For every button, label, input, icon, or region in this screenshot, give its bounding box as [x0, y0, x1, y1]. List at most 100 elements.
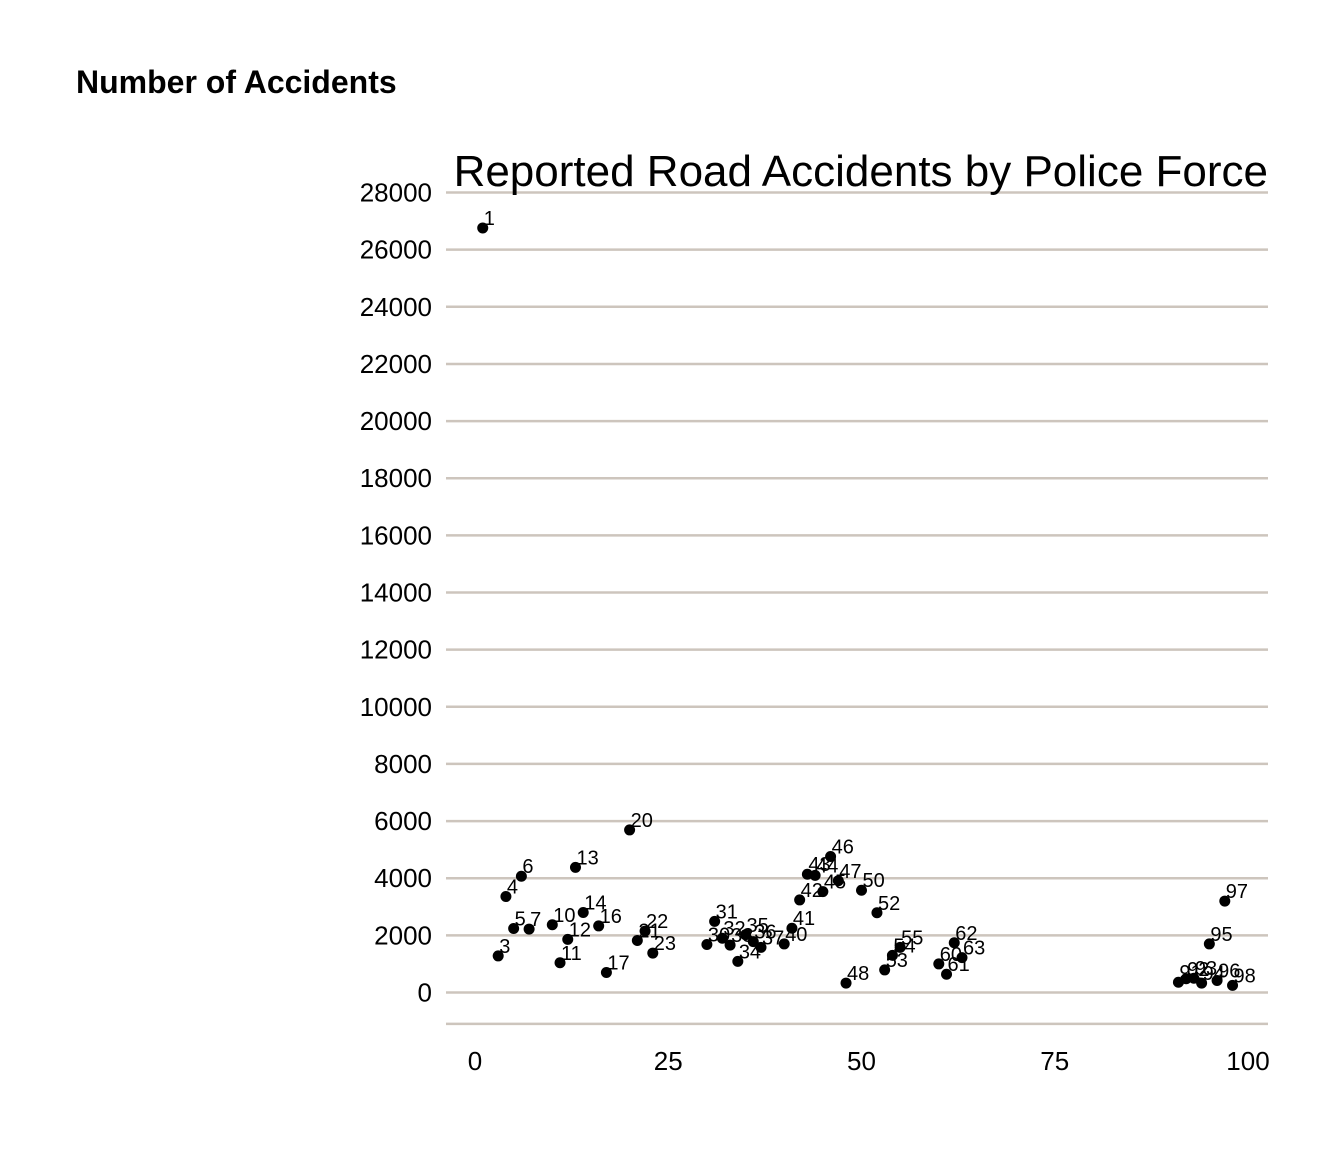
data-point	[1219, 895, 1231, 907]
data-point	[747, 936, 759, 948]
data-point	[639, 925, 651, 937]
point-label: 30	[708, 925, 730, 947]
data-point	[856, 884, 867, 896]
data-point	[948, 937, 960, 949]
point-label: 43	[808, 854, 830, 876]
data-point	[508, 923, 520, 935]
point-label: 3	[499, 936, 510, 958]
data-point	[809, 869, 821, 881]
data-point	[840, 977, 852, 989]
point-label: 45	[824, 872, 846, 894]
y-tick-label: 12000	[360, 635, 432, 665]
data-point	[740, 929, 752, 941]
point-label: 22	[646, 911, 668, 933]
point-label: 93	[1195, 958, 1217, 980]
data-point	[1203, 938, 1215, 950]
data-point	[956, 952, 968, 964]
point-label: 13	[576, 847, 598, 869]
point-label: 63	[963, 938, 985, 960]
point-label: 47	[839, 861, 861, 883]
point-label: 40	[785, 924, 807, 946]
point-label: 94	[1203, 963, 1225, 985]
x-tick-label: 50	[847, 1046, 876, 1076]
point-label: 61	[948, 954, 970, 976]
y-tick-label: 14000	[360, 578, 432, 608]
x-tick-label: 25	[654, 1046, 683, 1076]
point-label: 5	[515, 909, 526, 931]
data-point	[832, 875, 844, 887]
point-label: 20	[631, 810, 653, 832]
data-point	[577, 907, 589, 919]
point-label: 41	[793, 908, 815, 930]
data-point	[894, 941, 906, 953]
point-label: 17	[607, 953, 629, 975]
point-label: 54	[893, 935, 915, 957]
data-point	[879, 964, 891, 976]
data-point	[794, 894, 806, 906]
point-label: 50	[863, 870, 885, 892]
point-label: 98	[1234, 965, 1256, 987]
data-points	[477, 222, 1239, 991]
point-label: 7	[530, 909, 541, 931]
data-point	[546, 919, 558, 931]
x-tick-label: 0	[468, 1046, 482, 1076]
point-label: 1	[484, 208, 495, 230]
point-label: 36	[754, 922, 776, 944]
y-tick-label: 20000	[360, 406, 432, 436]
point-label: 23	[654, 933, 676, 955]
y-tick-label: 2000	[374, 920, 432, 950]
data-point	[933, 958, 945, 970]
data-point	[716, 932, 728, 944]
data-point	[631, 935, 643, 947]
y-tick-label: 16000	[360, 520, 432, 550]
data-point	[500, 891, 512, 903]
point-label: 60	[940, 944, 962, 966]
data-point	[871, 907, 883, 919]
y-tick-label: 26000	[360, 235, 432, 265]
y-tick-label: 8000	[374, 749, 432, 779]
data-point	[523, 923, 535, 935]
data-point	[755, 941, 767, 953]
point-label: 34	[739, 941, 761, 963]
point-label: 33	[731, 925, 753, 947]
point-label: 48	[847, 963, 869, 985]
point-label: 14	[584, 893, 606, 915]
point-label: 21	[638, 921, 660, 943]
point-label: 91	[1179, 962, 1201, 984]
data-point	[724, 939, 736, 951]
point-label: 12	[569, 919, 591, 941]
data-point	[1196, 977, 1208, 989]
data-point	[1211, 975, 1223, 987]
point-label: 46	[832, 837, 854, 859]
point-label: 6	[522, 856, 533, 878]
data-point	[886, 949, 898, 961]
point-label: 10	[553, 905, 575, 927]
data-point	[515, 870, 527, 882]
point-label: 42	[801, 880, 823, 902]
point-label: 97	[1226, 881, 1248, 903]
y-tick-label: 4000	[374, 863, 432, 893]
point-label: 4	[507, 877, 518, 899]
data-point	[554, 957, 566, 969]
point-label: 37	[762, 927, 784, 949]
data-point	[778, 938, 790, 950]
point-label: 11	[561, 943, 582, 965]
data-point	[593, 920, 605, 932]
y-tick-label: 10000	[360, 692, 432, 722]
point-label: 53	[886, 950, 908, 972]
data-point	[477, 222, 489, 234]
data-point	[941, 968, 953, 980]
y-tick-label: 22000	[360, 349, 432, 379]
point-label: 96	[1218, 961, 1240, 983]
point-label: 32	[723, 918, 745, 940]
data-point	[786, 922, 798, 934]
gridlines	[446, 191, 1268, 1026]
y-axis-ticks: 0 2000 4000 6000 8000 10000 12000 14000 16000 180…	[360, 178, 432, 1008]
data-point	[569, 861, 581, 873]
x-tick-label: 75	[1040, 1046, 1069, 1076]
data-point	[701, 939, 713, 951]
y-axis-title: Number of Accidents	[76, 64, 397, 100]
point-label: 35	[747, 915, 769, 937]
